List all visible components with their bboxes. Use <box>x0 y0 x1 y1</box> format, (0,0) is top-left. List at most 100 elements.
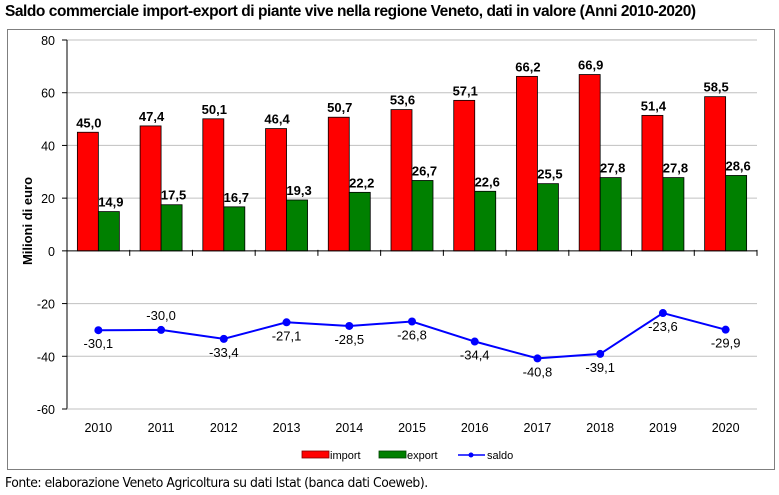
saldo-point <box>282 318 291 327</box>
x-tick-label: 2016 <box>461 421 489 435</box>
legend-label-export: export <box>407 450 438 462</box>
data-label-saldo: -23,6 <box>648 319 678 334</box>
bar-import <box>453 99 476 252</box>
data-label-saldo: -26,8 <box>397 327 427 342</box>
y-tick-labels: 80 60 40 20 0 -20 -40 -60 <box>37 34 55 417</box>
data-label-export: 27,8 <box>600 161 625 176</box>
legend-swatch-import <box>301 450 330 459</box>
data-label-saldo: -28,5 <box>334 332 364 347</box>
x-tick-labels: 2010 2011 2012 2013 2014 2015 2016 2017 2018 2019… <box>84 421 739 435</box>
legend-label-saldo: saldo <box>487 450 513 462</box>
data-label-import: 58,5 <box>703 80 728 95</box>
bar-export <box>411 180 434 252</box>
data-label-import: 57,1 <box>453 83 478 98</box>
saldo-point <box>658 309 667 318</box>
y-tick-label: 60 <box>41 87 55 101</box>
x-tick-label: 2015 <box>398 421 426 435</box>
y-tick-label: -40 <box>37 350 55 364</box>
data-label-import: 47,4 <box>139 109 165 124</box>
axes <box>62 39 758 410</box>
data-label-saldo: -34,4 <box>460 348 490 363</box>
saldo-point <box>157 325 166 334</box>
data-label-saldo: -40,8 <box>523 364 553 379</box>
bar-export <box>662 177 685 252</box>
bar-import <box>265 128 287 252</box>
legend-marker-saldo <box>468 452 474 458</box>
bar-import <box>578 74 601 252</box>
data-label-import: 45,0 <box>76 115 101 130</box>
source-footnote: Fonte: elaborazione Veneto Agricoltura s… <box>5 475 428 491</box>
x-tick-label: 2017 <box>524 421 552 435</box>
saldo-point <box>533 354 542 363</box>
bar-export <box>599 177 622 252</box>
y-tick-label: 80 <box>41 34 55 48</box>
data-label-saldo: -27,1 <box>272 328 302 343</box>
bar-import <box>139 125 162 252</box>
data-label-saldo: -29,9 <box>711 336 741 351</box>
y-tick-label: 20 <box>41 192 55 206</box>
bar-import <box>390 109 413 252</box>
data-label-export: 26,7 <box>412 163 437 178</box>
saldo-point <box>94 326 103 335</box>
bar-export <box>348 191 371 252</box>
chart-title: Saldo commerciale import-export di piant… <box>5 3 696 20</box>
saldo-point <box>345 321 354 330</box>
legend-swatch-export <box>378 450 407 459</box>
x-tick-label: 2010 <box>84 421 112 435</box>
data-label-import: 50,1 <box>202 102 227 117</box>
bar-export <box>537 183 559 252</box>
bar-import <box>202 118 225 252</box>
data-label-import: 53,6 <box>390 93 415 108</box>
y-tick-label: -20 <box>37 298 55 312</box>
bar-import <box>76 131 99 252</box>
data-labels: 45,0 14,9 47,4 17,5 50,1 16,7 46,4 19,3 50,7 22,2… <box>76 58 751 380</box>
bar-export <box>160 204 183 252</box>
data-label-import: 51,4 <box>641 98 667 113</box>
data-label-import: 66,9 <box>578 58 603 73</box>
data-label-saldo: -39,1 <box>585 360 615 375</box>
bar-export <box>725 175 748 252</box>
data-label-import: 66,2 <box>515 59 540 74</box>
bar-import <box>516 75 538 252</box>
data-label-export: 22,2 <box>349 175 374 190</box>
bar-export <box>286 199 308 252</box>
bar-import <box>327 116 350 252</box>
legend-label-import: import <box>330 450 361 462</box>
y-tick-label: 0 <box>48 245 55 259</box>
saldo-point <box>721 325 730 334</box>
saldo-point <box>408 317 416 326</box>
x-tick-label: 2011 <box>148 421 175 435</box>
x-tick-label: 2012 <box>210 421 238 435</box>
x-tick-label: 2018 <box>586 421 614 435</box>
data-label-export: 22,6 <box>475 174 500 189</box>
data-label-import: 50,7 <box>327 100 352 115</box>
x-tick-label: 2019 <box>649 421 677 435</box>
x-tick-label: 2020 <box>712 421 740 435</box>
bar-import <box>704 96 727 252</box>
data-label-saldo: -30,1 <box>84 336 114 351</box>
legend: import export saldo <box>301 450 513 462</box>
bar-export <box>474 190 497 252</box>
x-tick-label: 2013 <box>273 421 301 435</box>
bar-import <box>641 114 664 252</box>
bar-export <box>97 211 120 252</box>
bar-export <box>223 206 246 252</box>
y-axis-label: Milioni di euro <box>20 177 35 265</box>
saldo-point <box>596 349 605 358</box>
saldo-point <box>219 334 228 343</box>
y-tick-label: -60 <box>37 403 55 417</box>
data-label-export: 14,9 <box>98 195 123 210</box>
bars <box>76 74 748 252</box>
data-label-export: 25,5 <box>537 167 562 182</box>
data-label-export: 17,5 <box>161 188 186 203</box>
data-label-saldo: -33,4 <box>209 345 239 360</box>
data-label-export: 19,3 <box>286 183 311 198</box>
data-label-import: 46,4 <box>264 112 290 127</box>
saldo-point <box>470 337 479 346</box>
data-label-export: 27,8 <box>663 161 688 176</box>
x-tick-label: 2014 <box>335 421 363 435</box>
data-label-saldo: -30,0 <box>146 308 176 323</box>
data-label-export: 28,6 <box>725 158 750 173</box>
y-tick-label: 40 <box>41 139 55 153</box>
